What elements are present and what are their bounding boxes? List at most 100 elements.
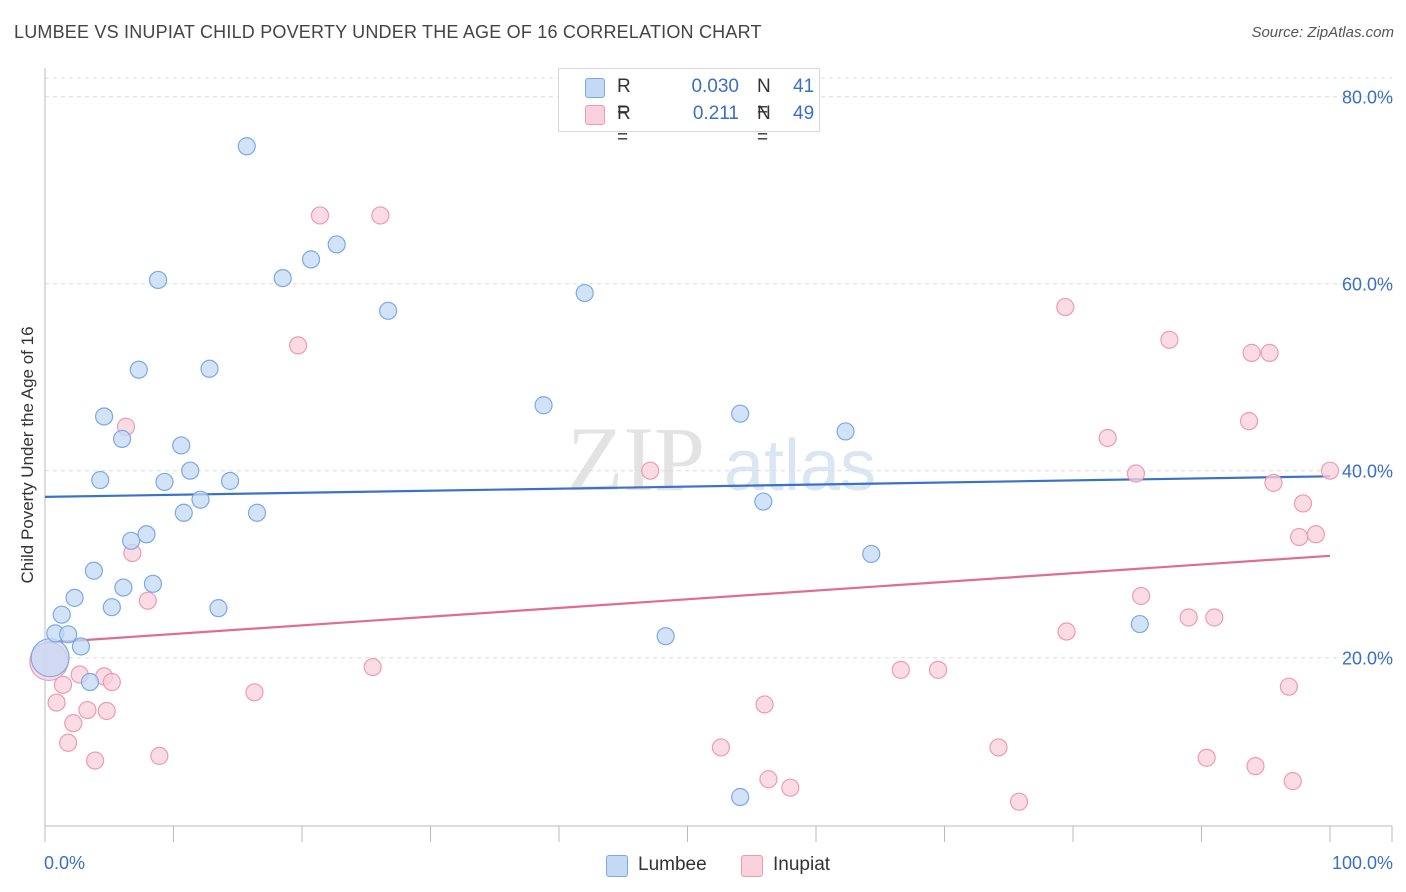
point-inupiat — [1197, 748, 1216, 767]
point-lumbee — [112, 429, 132, 449]
point-lumbee — [114, 578, 133, 597]
point-inupiat — [1320, 461, 1340, 480]
point-inupiat — [1242, 343, 1261, 362]
trend-line-lumbee — [44, 475, 1331, 498]
trend-line-inupiat — [44, 554, 1331, 644]
tick-labels: 20.0% 40.0% 60.0% 80.0% 0.0% 100.0% — [44, 88, 1393, 873]
point-inupiat — [1057, 622, 1076, 641]
point-inupiat — [1132, 586, 1151, 606]
point-lumbee — [656, 627, 675, 646]
point-lumbee — [59, 625, 78, 644]
point-inupiat — [1293, 494, 1313, 513]
point-lumbee — [84, 561, 103, 580]
point-lumbee — [731, 404, 750, 423]
y-tick-label: 60.0% — [1342, 275, 1393, 295]
point-inupiat — [1205, 608, 1224, 627]
point-inupiat — [1098, 428, 1117, 448]
point-lumbee — [174, 503, 193, 522]
legend-swatch-inupiat — [741, 855, 763, 877]
point-inupiat — [755, 695, 774, 714]
point-inupiat — [891, 660, 910, 679]
point-inupiat — [64, 714, 83, 733]
point-lumbee — [172, 436, 191, 455]
point-inupiat — [1306, 525, 1325, 544]
point-inupiat — [928, 660, 948, 679]
point-lumbee — [91, 470, 110, 490]
point-lumbee — [327, 235, 346, 254]
point-lumbee — [209, 599, 228, 618]
watermark-atlas: atlas — [724, 426, 876, 506]
legend-n-value: 41 — [793, 76, 815, 97]
point-lumbee — [71, 637, 91, 656]
point-inupiat — [371, 206, 390, 225]
point-inupiat — [1160, 330, 1179, 349]
point-lumbee — [148, 270, 168, 290]
x-tick-label: 100.0% — [1332, 853, 1393, 873]
point-lumbee — [121, 531, 141, 550]
y-tick-label: 80.0% — [1342, 88, 1393, 108]
axes — [44, 68, 1393, 842]
point-inupiat — [711, 738, 731, 757]
point-lumbee — [754, 492, 773, 511]
grid-lines — [45, 77, 1392, 659]
point-lumbee — [731, 787, 750, 807]
chart-title: LUMBEE VS INUPIAT CHILD POVERTY UNDER TH… — [14, 22, 762, 42]
legend-swatch-inupiat — [585, 105, 605, 125]
point-lumbee — [575, 283, 594, 303]
stats-legend: R = 0.030 N = 41 R = 0.211 N = 49 — [558, 68, 820, 148]
point-lumbee — [143, 574, 163, 593]
point-lumbee — [301, 250, 321, 269]
point-lumbee — [862, 544, 881, 564]
point-inupiat — [245, 683, 264, 702]
point-inupiat — [1264, 473, 1283, 492]
legend-swatch-lumbee — [606, 855, 628, 877]
legend-r-label: R = — [617, 103, 631, 148]
point-inupiat — [1239, 412, 1259, 431]
point-inupiat — [1056, 297, 1075, 317]
point-inupiat — [1179, 608, 1198, 627]
legend-swatch-lumbee — [585, 78, 605, 98]
point-lumbee — [836, 422, 855, 441]
point-inupiat — [759, 770, 778, 789]
point-inupiat — [641, 461, 660, 480]
point-lumbee — [95, 407, 114, 426]
point-lumbee — [30, 638, 70, 678]
point-lumbee — [534, 396, 553, 415]
legend-r-value: 0.030 — [691, 76, 739, 97]
point-inupiat — [1283, 772, 1302, 791]
point-inupiat — [47, 693, 66, 712]
watermark: ZIP atlas — [567, 408, 876, 510]
y-tick-label: 40.0% — [1342, 462, 1393, 482]
trend-lines — [44, 475, 1331, 644]
data-points — [29, 137, 1340, 811]
point-inupiat — [1126, 464, 1146, 483]
point-inupiat — [97, 701, 116, 721]
point-lumbee — [1130, 614, 1149, 634]
point-inupiat — [310, 206, 330, 225]
point-lumbee — [52, 605, 71, 624]
point-inupiat — [781, 778, 800, 797]
point-inupiat — [289, 336, 308, 355]
point-inupiat — [102, 672, 121, 692]
point-lumbee — [129, 360, 148, 379]
point-inupiat — [363, 657, 382, 677]
y-tick-label: 20.0% — [1342, 649, 1393, 669]
point-lumbee — [247, 503, 267, 522]
series-legend: Lumbee Inupiat — [0, 852, 1406, 878]
point-inupiat — [59, 733, 78, 752]
legend-r-value: 0.211 — [692, 103, 739, 124]
source-label: Source: ZipAtlas.com — [1251, 24, 1394, 41]
point-inupiat — [1009, 792, 1029, 811]
y-axis-title: Child Poverty Under the Age of 16 — [18, 326, 37, 584]
point-lumbee — [65, 588, 84, 607]
point-inupiat — [1290, 527, 1309, 547]
point-inupiat — [1279, 677, 1298, 696]
legend-r-label: R = — [617, 76, 631, 121]
point-lumbee — [378, 301, 398, 320]
point-inupiat — [53, 675, 73, 694]
point-lumbee — [137, 525, 156, 544]
legend-label-lumbee: Lumbee — [638, 854, 707, 875]
point-lumbee — [102, 598, 121, 617]
point-lumbee — [155, 472, 174, 492]
